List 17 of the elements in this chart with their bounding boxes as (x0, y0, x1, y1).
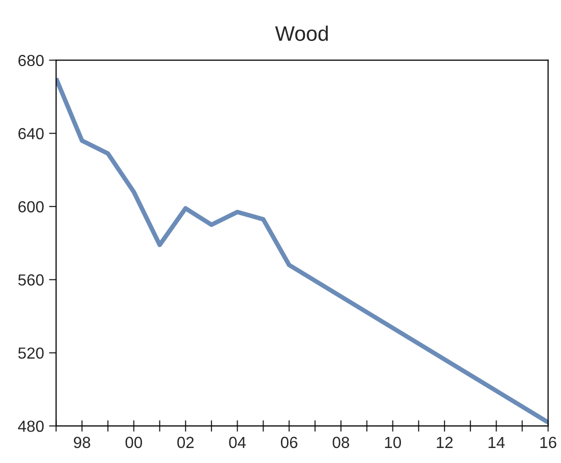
y-tick-label: 680 (18, 54, 44, 66)
y-tick-label: 600 (18, 201, 44, 212)
y-tick-label: 560 (18, 274, 44, 286)
chart-title: Wood (275, 26, 328, 41)
x-tick-label: 04 (229, 436, 246, 448)
x-tick-label: 14 (488, 436, 505, 448)
x-tick-label: 08 (332, 436, 350, 448)
x-tick-label: 06 (280, 436, 298, 448)
x-tick-label: 00 (126, 436, 142, 448)
y-tick-label: 480 (18, 420, 44, 432)
x-tick-label: 16 (540, 436, 556, 448)
x-tick-label: 02 (177, 436, 194, 448)
x-tick-label: 12 (436, 436, 453, 448)
x-tick-label: 98 (74, 436, 90, 448)
x-tick-label: 10 (385, 436, 401, 448)
y-tick-label: 520 (18, 347, 44, 359)
y-tick-label: 640 (18, 128, 44, 140)
